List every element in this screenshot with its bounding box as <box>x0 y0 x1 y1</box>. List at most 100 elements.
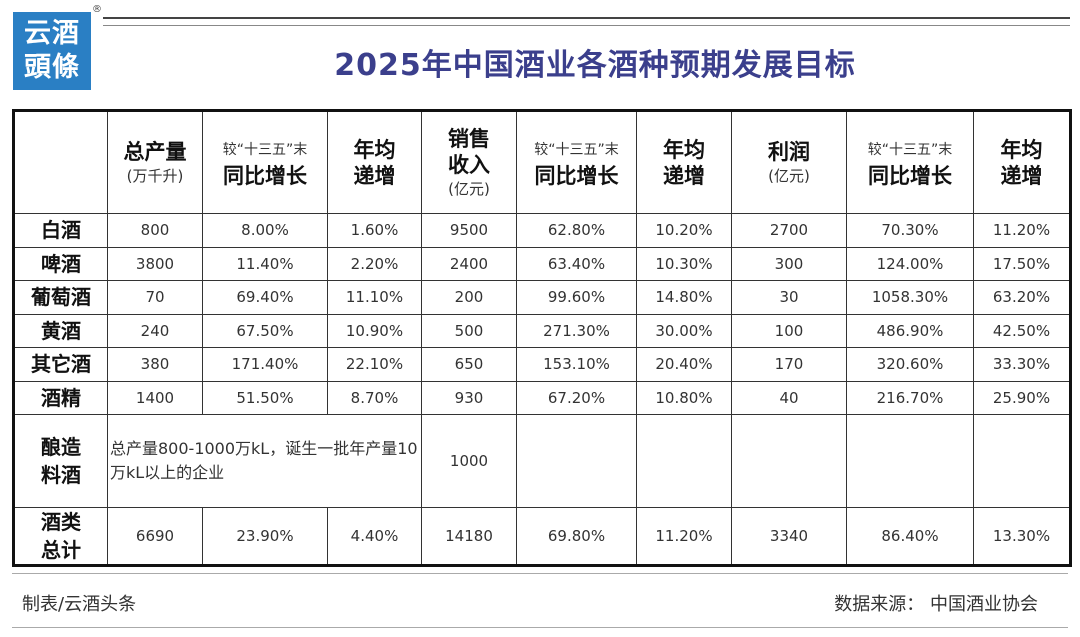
cell-profit: 100 <box>731 313 847 348</box>
cell-output-avg: 22.10% <box>327 347 422 382</box>
cell-profit: 3340 <box>731 507 847 566</box>
header-sales-growth: 较“十三五”末 同比增长 <box>516 110 637 214</box>
cell-profit-growth: 486.90% <box>846 313 974 348</box>
cell-output-growth: 51.50% <box>202 380 328 415</box>
cell-profit-growth: 70.30% <box>846 213 974 248</box>
cell-sales-avg: 11.20% <box>636 507 732 566</box>
cell-output: 70 <box>107 280 203 315</box>
cell-profit-avg: 17.50% <box>973 246 1071 281</box>
cell-profit: 2700 <box>731 213 847 248</box>
cell-output-avg: 4.40% <box>327 507 422 566</box>
cell-sales-growth: 271.30% <box>516 313 637 348</box>
cell-sales-avg: 30.00% <box>636 313 732 348</box>
cell-sales: 930 <box>421 380 517 415</box>
header-profit-avg: 年均 递增 <box>973 110 1071 214</box>
cell-output-growth: 67.50% <box>202 313 328 348</box>
cell-sales: 200 <box>421 280 517 315</box>
cell-empty <box>636 414 732 508</box>
cell-profit-growth: 86.40% <box>846 507 974 566</box>
cell-sales-growth: 63.40% <box>516 246 637 281</box>
cell-sales-growth: 69.80% <box>516 507 637 566</box>
cell-output: 240 <box>107 313 203 348</box>
header-profit-growth: 较“十三五”末 同比增长 <box>846 110 974 214</box>
data-source: 数据来源： 中国酒业协会 <box>834 594 1038 615</box>
cell-sales-growth: 67.20% <box>516 380 637 415</box>
cell-profit-avg: 63.20% <box>973 280 1071 315</box>
cell-output-growth: 8.00% <box>202 213 328 248</box>
cell-output-avg: 2.20% <box>327 246 422 281</box>
top-rule <box>103 17 1070 19</box>
cell-empty <box>516 414 637 508</box>
data-table: 总产量 (万千升) 较“十三五”末 同比增长 年均 递增 销售 收入 (亿元) … <box>12 109 1072 567</box>
cell-empty <box>731 414 847 508</box>
cell-output: 380 <box>107 347 203 382</box>
cell-profit-growth: 124.00% <box>846 246 974 281</box>
row-label: 酿造 料酒 <box>13 414 108 508</box>
cell-sales-avg: 10.20% <box>636 213 732 248</box>
cell-output-growth: 171.40% <box>202 347 328 382</box>
cell-profit-avg: 13.30% <box>973 507 1071 566</box>
cell-sales: 650 <box>421 347 517 382</box>
page-title: 2025年中国酒业各酒种预期发展目标 <box>334 48 856 83</box>
cell-sales: 1000 <box>421 414 517 508</box>
cell-sales: 14180 <box>421 507 517 566</box>
cell-output-growth: 11.40% <box>202 246 328 281</box>
cell-output-avg: 8.70% <box>327 380 422 415</box>
cell-sales-growth: 99.60% <box>516 280 637 315</box>
cell-profit-avg: 25.90% <box>973 380 1071 415</box>
cell-profit-avg: 42.50% <box>973 313 1071 348</box>
row-label: 白酒 <box>13 213 108 248</box>
cell-output-avg: 1.60% <box>327 213 422 248</box>
cell-sales-avg: 20.40% <box>636 347 732 382</box>
cell-sales-growth: 62.80% <box>516 213 637 248</box>
cell-output-growth: 23.90% <box>202 507 328 566</box>
header-output-growth: 较“十三五”末 同比增长 <box>202 110 328 214</box>
cell-profit-avg: 33.30% <box>973 347 1071 382</box>
cell-profit-growth: 320.60% <box>846 347 974 382</box>
header-output-avg: 年均 递增 <box>327 110 422 214</box>
cell-output-avg: 10.90% <box>327 313 422 348</box>
cell-sales: 2400 <box>421 246 517 281</box>
cell-output: 3800 <box>107 246 203 281</box>
table-row: 啤酒 3800 11.40% 2.20% 2400 63.40% 10.30% … <box>13 246 1071 281</box>
row-label: 其它酒 <box>13 347 108 382</box>
header-sales-avg: 年均 递增 <box>636 110 732 214</box>
table-row: 白酒 800 8.00% 1.60% 9500 62.80% 10.20% 27… <box>13 213 1071 248</box>
table-row-total: 酒类 总计 6690 23.90% 4.40% 14180 69.80% 11.… <box>13 507 1071 566</box>
cell-profit: 300 <box>731 246 847 281</box>
row-label: 黄酒 <box>13 313 108 348</box>
cell-brewing-note: 总产量800-1000万kL，诞生一批年产量10万kL以上的企业 <box>107 414 422 508</box>
cell-profit: 40 <box>731 380 847 415</box>
row-label: 酒精 <box>13 380 108 415</box>
cell-output: 800 <box>107 213 203 248</box>
registered-mark: ® <box>92 4 102 15</box>
cell-profit: 30 <box>731 280 847 315</box>
row-label: 酒类 总计 <box>13 507 108 566</box>
table-maker-credit: 制表/云酒头条 <box>22 594 137 615</box>
cell-sales-avg: 10.80% <box>636 380 732 415</box>
header-corner <box>13 110 108 214</box>
table-row: 黄酒 240 67.50% 10.90% 500 271.30% 30.00% … <box>13 313 1071 348</box>
cell-sales: 500 <box>421 313 517 348</box>
table-row: 酒精 1400 51.50% 8.70% 930 67.20% 10.80% 4… <box>13 380 1071 415</box>
cell-profit-growth: 216.70% <box>846 380 974 415</box>
cell-empty <box>973 414 1071 508</box>
cell-empty <box>846 414 974 508</box>
row-label: 葡萄酒 <box>13 280 108 315</box>
brand-logo: 云酒 頭條 <box>13 12 91 90</box>
cell-profit: 170 <box>731 347 847 382</box>
header-sales: 销售 收入 (亿元) <box>421 110 517 214</box>
table-row: 葡萄酒 70 69.40% 11.10% 200 99.60% 14.80% 3… <box>13 280 1071 315</box>
cell-profit-avg: 11.20% <box>973 213 1071 248</box>
bottom-rule <box>12 573 1068 574</box>
cell-output: 1400 <box>107 380 203 415</box>
cell-output-growth: 69.40% <box>202 280 328 315</box>
header-profit: 利润 (亿元) <box>731 110 847 214</box>
logo-line-2: 頭條 <box>24 52 80 83</box>
cell-output: 6690 <box>107 507 203 566</box>
cell-sales-avg: 10.30% <box>636 246 732 281</box>
cell-profit-growth: 1058.30% <box>846 280 974 315</box>
cell-sales-avg: 14.80% <box>636 280 732 315</box>
logo-line-1: 云酒 <box>24 18 80 49</box>
table-row-brewing-wine: 酿造 料酒 总产量800-1000万kL，诞生一批年产量10万kL以上的企业 1… <box>13 414 1071 508</box>
